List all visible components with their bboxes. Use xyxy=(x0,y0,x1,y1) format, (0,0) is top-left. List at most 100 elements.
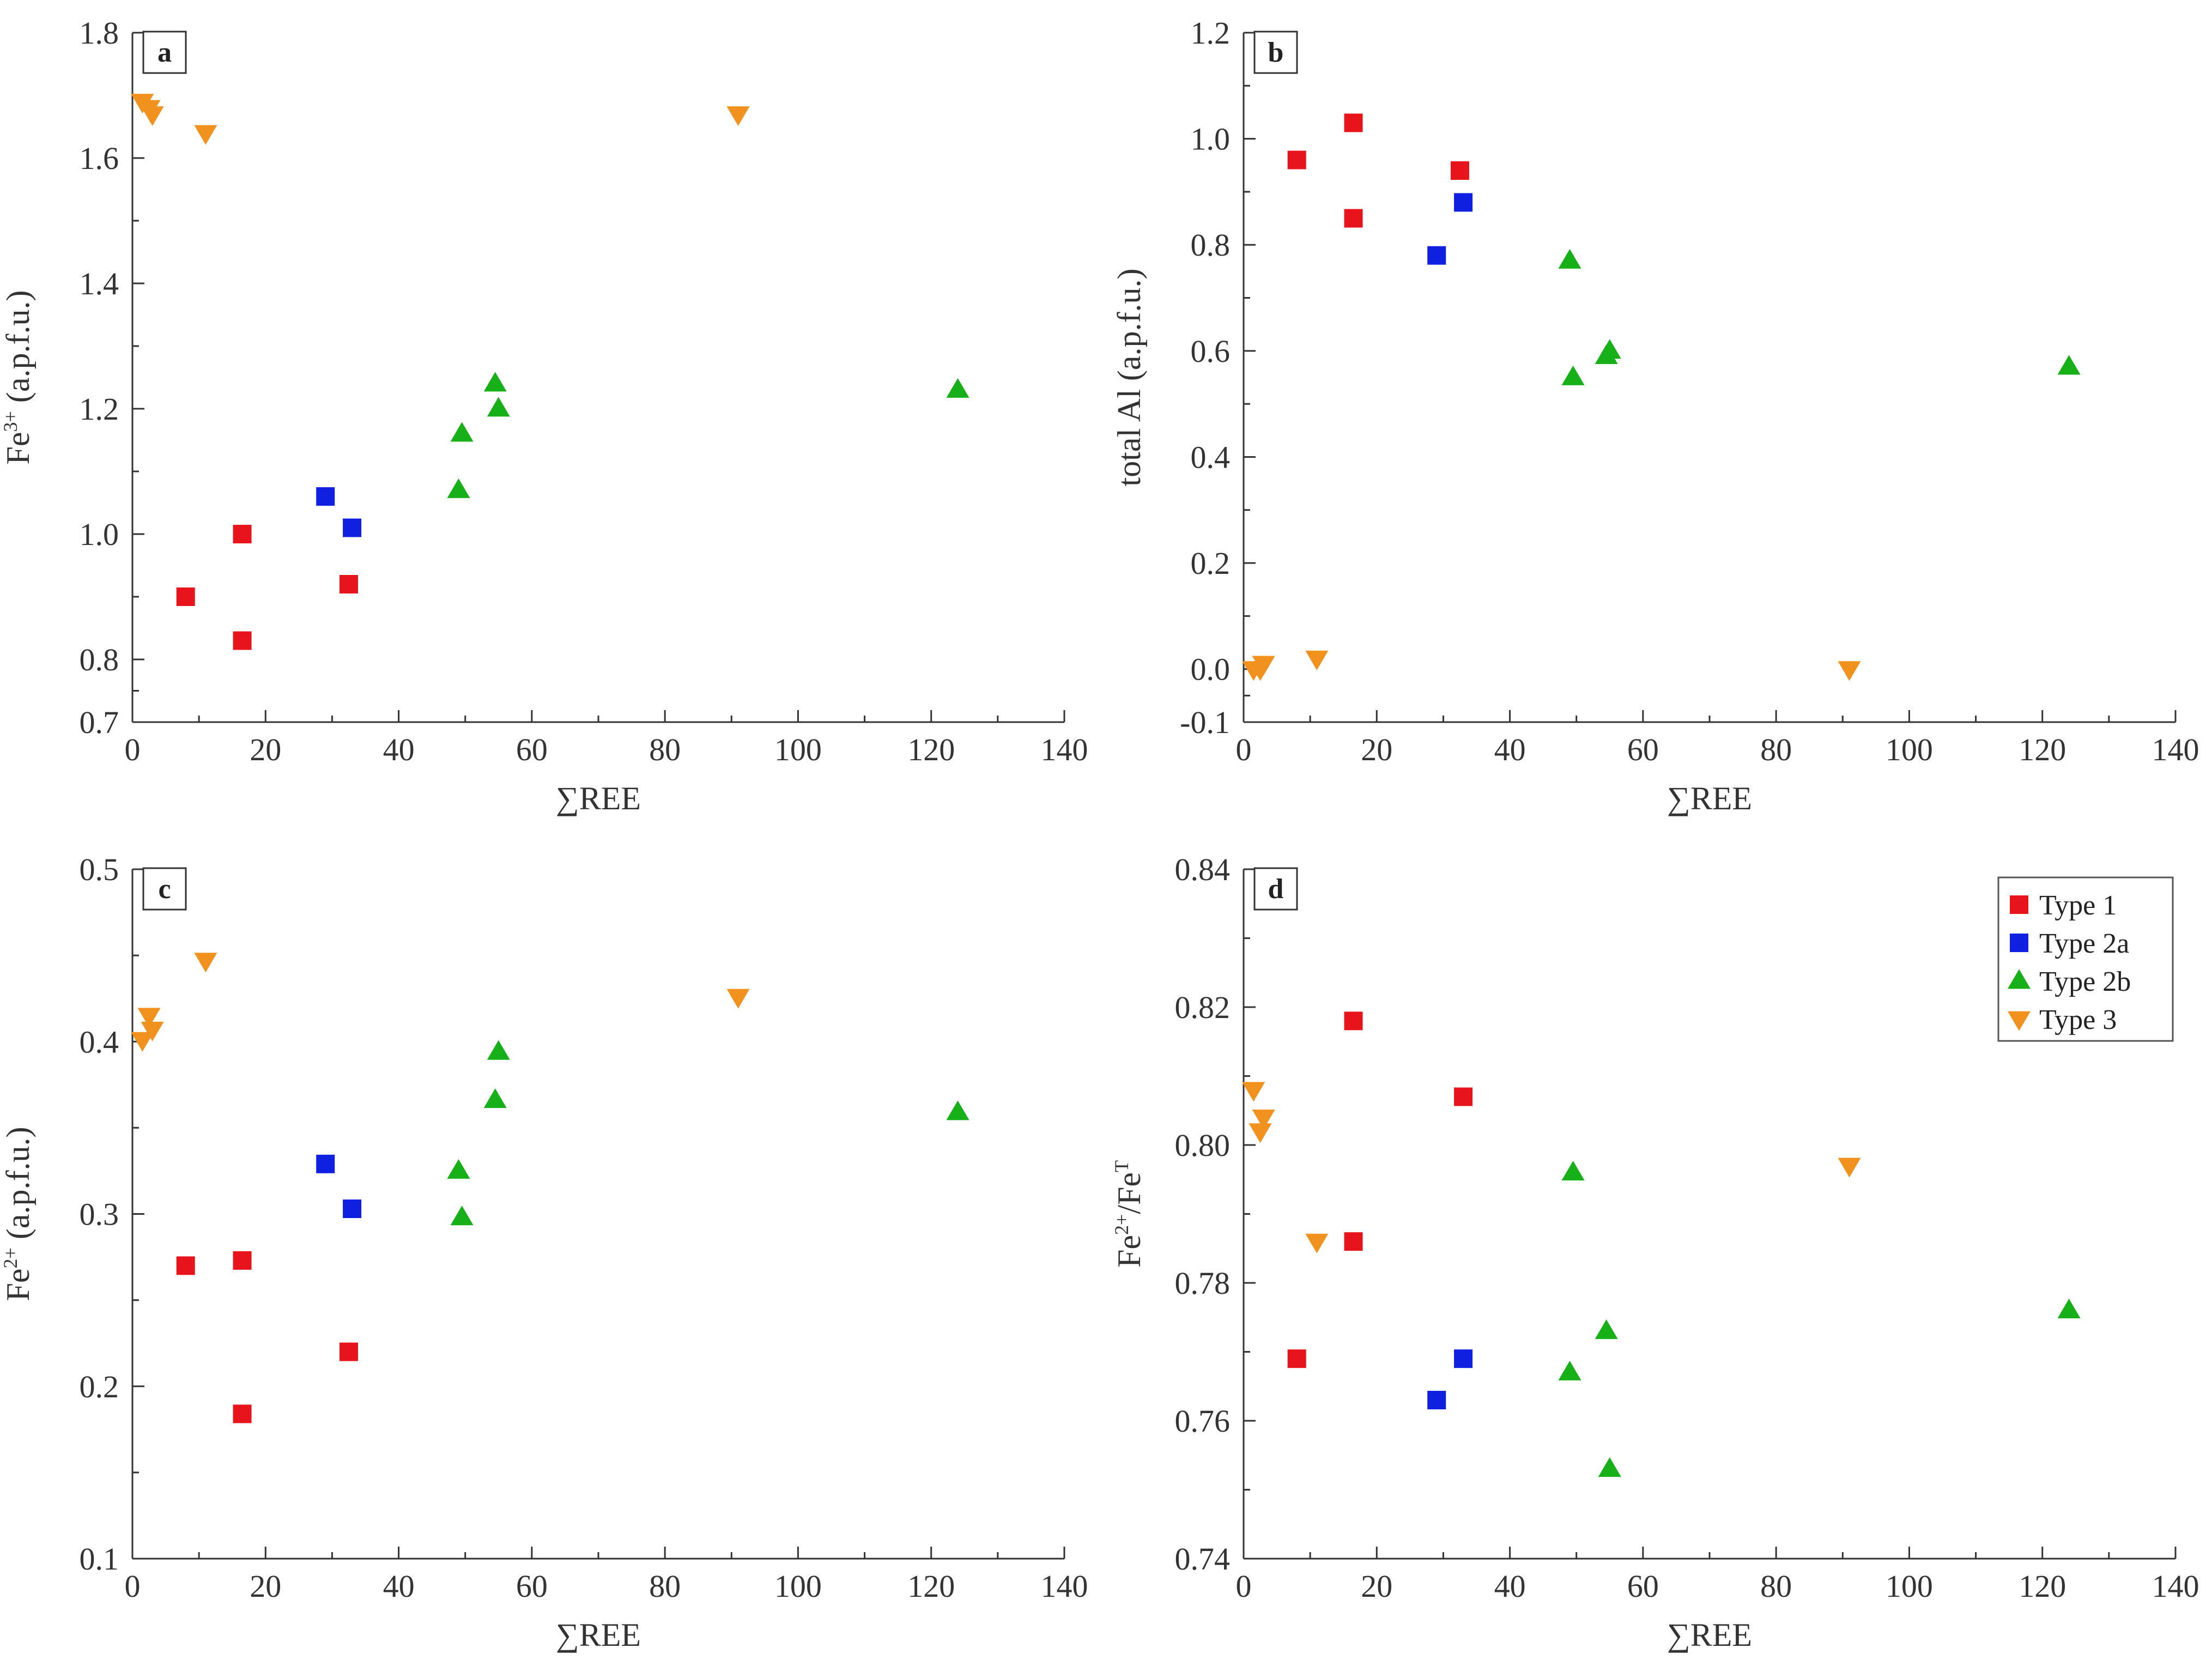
legend-marker-type2b xyxy=(2008,969,2031,989)
x-tick-label: 80 xyxy=(1760,1568,1792,1604)
data-point-type2b xyxy=(1558,249,1581,269)
x-tick-label: 60 xyxy=(1627,732,1659,767)
data-point-type3 xyxy=(141,106,164,126)
data-point-type2a xyxy=(316,1154,335,1173)
x-tick-label: 100 xyxy=(1886,1568,1933,1604)
panel-label-box xyxy=(1253,31,1298,74)
y-tick-label: 0.5 xyxy=(80,852,119,887)
x-tick-label: 20 xyxy=(250,1568,281,1604)
x-tick-label: 40 xyxy=(383,1568,415,1604)
data-point-type3 xyxy=(1249,1123,1272,1143)
data-point-type3 xyxy=(1252,1110,1275,1129)
x-axis-title: ∑REE xyxy=(556,1617,641,1653)
y-tick-label: 0.3 xyxy=(80,1197,119,1232)
data-point-type2a xyxy=(1427,246,1446,265)
data-point-type2b xyxy=(1595,1319,1618,1339)
y-tick-label: 1.0 xyxy=(80,517,119,552)
x-tick-label: 80 xyxy=(1760,732,1792,767)
x-tick-label: 120 xyxy=(2019,1568,2066,1604)
data-point-type1 xyxy=(176,1256,195,1275)
x-tick-label: 60 xyxy=(516,732,548,767)
y-tick-label: 0.1 xyxy=(80,1541,119,1577)
data-point-type3 xyxy=(194,125,217,145)
y-tick-label: 0.8 xyxy=(1191,227,1231,263)
data-point-type3 xyxy=(137,1008,161,1028)
y-axis-title: Fe2+/FeT xyxy=(1111,1160,1147,1268)
x-tick-label: 120 xyxy=(907,732,955,767)
data-point-type1 xyxy=(1287,1349,1306,1368)
y-tick-label: 1.6 xyxy=(80,141,119,176)
y-axis-title: Fe2+ (a.p.f.u.) xyxy=(0,1127,36,1301)
y-tick-label: 0.78 xyxy=(1175,1265,1231,1301)
y-tick-label: 1.4 xyxy=(80,266,119,301)
panel-label: b xyxy=(1268,37,1284,68)
panel-b: 0 20 40 60 80 100 120 140 -0.1 0.0 0.2 0.4 0.6 0.8 1.0… xyxy=(1111,15,2199,816)
x-tick-label: 140 xyxy=(2152,732,2199,767)
data-point-type3 xyxy=(131,1032,154,1052)
y-tick-label: 0.76 xyxy=(1175,1403,1231,1439)
data-point-type2b xyxy=(2057,1299,2081,1318)
data-point-type2b xyxy=(483,372,507,392)
data-point-type1 xyxy=(1344,209,1363,228)
data-point-type3 xyxy=(726,989,750,1009)
data-point-type3 xyxy=(1252,656,1275,676)
data-point-type2b xyxy=(483,1088,507,1108)
x-tick-label: 60 xyxy=(516,1568,548,1604)
data-point-type3 xyxy=(141,1021,164,1041)
data-point-type1 xyxy=(339,575,358,593)
y-tick-label: 0.6 xyxy=(1191,334,1231,369)
data-point-type1 xyxy=(339,1342,358,1361)
x-tick-label: 100 xyxy=(1886,732,1933,767)
panel-d: 0 20 40 60 80 100 120 140 0.74 0.76 0.78 0.80 0.82 0.… xyxy=(1111,852,2199,1653)
panel-label-box xyxy=(142,31,187,74)
data-point-type2b xyxy=(487,1040,510,1060)
y-axis-title: Fe3+ (a.p.f.u.) xyxy=(0,290,36,465)
data-point-type1 xyxy=(176,587,195,606)
y-tick-label: 1.8 xyxy=(80,15,119,51)
data-point-type2b xyxy=(946,1100,969,1120)
y-tick-label: 0.82 xyxy=(1175,990,1231,1025)
data-point-type3 xyxy=(194,953,217,973)
legend-label-type3: Type 3 xyxy=(2039,1004,2117,1035)
legend-label-type2b: Type 2b xyxy=(2039,966,2131,997)
data-point-type2a xyxy=(343,1200,362,1219)
y-tick-label: 0.0 xyxy=(1191,652,1231,687)
data-point-type2b xyxy=(946,378,969,398)
y-tick-label: 0.2 xyxy=(1191,546,1231,581)
y-tick-label: 1.2 xyxy=(1191,15,1231,51)
x-tick-label: 140 xyxy=(2152,1568,2199,1604)
x-tick-label: 100 xyxy=(774,1568,822,1604)
data-point-type1 xyxy=(233,1251,252,1270)
y-tick-label: 0.4 xyxy=(80,1024,119,1059)
y-tick-label: 0.8 xyxy=(80,642,119,677)
legend-label-type2a: Type 2a xyxy=(2039,928,2129,959)
x-tick-label: 140 xyxy=(1041,1568,1088,1604)
panel-c: 0 20 40 60 80 100 120 140 0.1 0.2 0.3 0.4 0.5 ∑REE Fe2… xyxy=(0,852,1088,1653)
data-point-type2a xyxy=(343,518,362,537)
data-point-type1 xyxy=(1450,161,1469,180)
data-point-type3 xyxy=(1305,650,1329,670)
x-tick-label: 0 xyxy=(125,732,141,767)
data-point-type2b xyxy=(450,422,474,442)
data-point-type2a xyxy=(1427,1391,1446,1410)
data-point-type2b xyxy=(447,478,470,498)
x-tick-label: 0 xyxy=(125,1568,141,1604)
x-tick-label: 40 xyxy=(383,732,415,767)
x-tick-label: 120 xyxy=(907,1568,955,1604)
x-tick-label: 140 xyxy=(1041,732,1088,767)
y-tick-label: 0.84 xyxy=(1175,852,1231,887)
x-tick-label: 80 xyxy=(649,1568,681,1604)
panel-label-box xyxy=(1253,867,1298,911)
panel-label-box xyxy=(142,867,187,911)
data-point-type1 xyxy=(1287,150,1306,169)
data-point-type2b xyxy=(450,1206,474,1226)
x-tick-label: 80 xyxy=(649,732,681,767)
x-tick-label: 60 xyxy=(1627,1568,1659,1604)
x-tick-label: 20 xyxy=(1361,732,1392,767)
data-point-type1 xyxy=(233,631,252,650)
data-point-type2b xyxy=(1558,1360,1581,1380)
legend-marker-type2a xyxy=(2010,934,2028,952)
x-tick-label: 0 xyxy=(1236,732,1252,767)
x-tick-label: 20 xyxy=(250,732,281,767)
